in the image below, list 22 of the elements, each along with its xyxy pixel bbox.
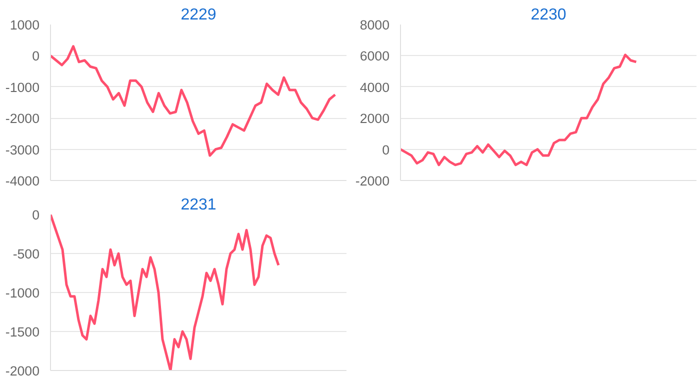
y-tick-label: 0	[32, 208, 40, 222]
y-tick-label: -2000	[355, 174, 390, 188]
y-tick-label: 2000	[360, 111, 390, 126]
y-tick-label: -2000	[5, 111, 40, 126]
chart-title: 2230	[530, 6, 566, 24]
y-tick-label: -1000	[5, 80, 40, 95]
y-tick-label: -2000	[5, 364, 40, 378]
y-tick-label: 0	[382, 142, 390, 158]
y-tick-label: -1000	[5, 286, 40, 300]
y-tick-label: 6000	[360, 48, 390, 64]
chart-title: 2229	[180, 6, 216, 24]
y-tick-label: 8000	[360, 18, 390, 32]
line-series	[400, 54, 638, 166]
line-series	[50, 45, 336, 157]
y-tick-label: -4000	[5, 174, 40, 188]
y-tick-label: 1000	[10, 18, 40, 32]
y-tick-label: -500	[12, 246, 40, 262]
y-tick-label: -3000	[5, 142, 40, 158]
y-tick-label: 4000	[360, 80, 390, 95]
chart-title: 2231	[180, 196, 216, 214]
y-tick-label: -1500	[5, 324, 40, 340]
y-tick-label: 0	[32, 48, 40, 64]
